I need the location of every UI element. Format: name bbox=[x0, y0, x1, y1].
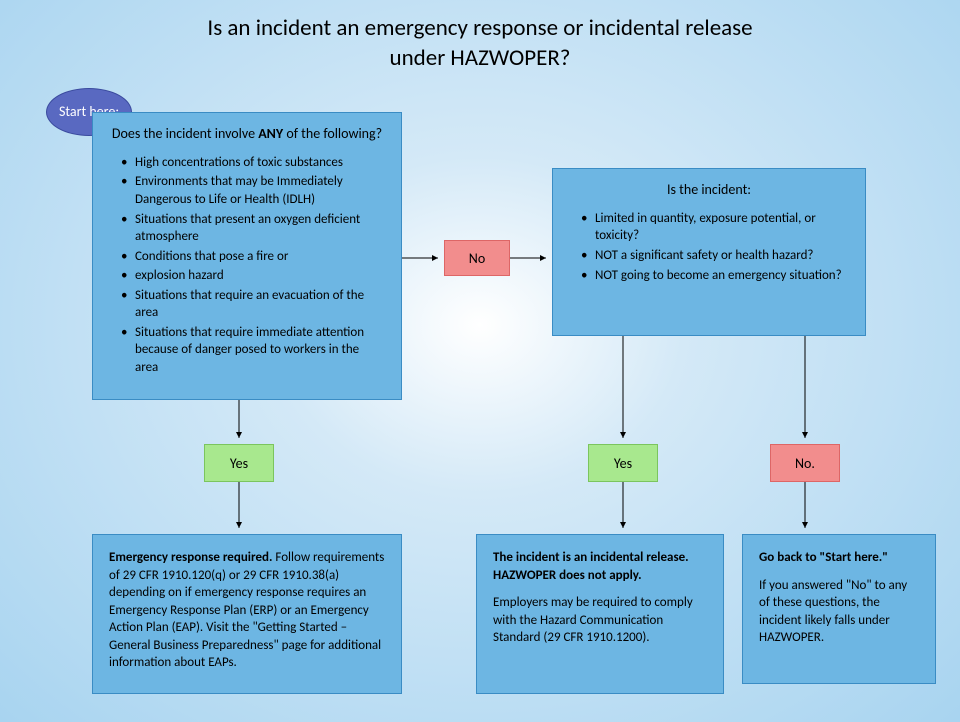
decision-no-1: No bbox=[444, 240, 510, 276]
decision-label: No. bbox=[795, 455, 815, 472]
decision-label: Yes bbox=[614, 455, 632, 472]
list-item: Situations that present an oxygen defici… bbox=[117, 211, 385, 246]
decision-yes-2: Yes bbox=[588, 444, 658, 482]
result3-p2: If you answered "No" to any of these que… bbox=[759, 577, 919, 647]
list-item: NOT a significant safety or health hazar… bbox=[577, 247, 849, 265]
arrow-yes2-to-result2 bbox=[615, 482, 631, 534]
list-item: Situations that require immediate attent… bbox=[117, 324, 385, 377]
list-item: Environments that may be Immediately Dan… bbox=[117, 173, 385, 208]
result1-text: Emergency response required. Follow requ… bbox=[109, 549, 385, 672]
arrow-box2-to-no2 bbox=[797, 336, 813, 444]
result3-p1: Go back to "Start here." bbox=[759, 549, 919, 567]
box1-heading-bold: ANY bbox=[258, 125, 283, 142]
page-title: Is an incident an emergency response or … bbox=[0, 14, 960, 74]
list-item: Limited in quantity, exposure potential,… bbox=[577, 210, 849, 245]
decision-yes-1: Yes bbox=[204, 444, 274, 482]
title-line1: Is an incident an emergency response or … bbox=[207, 14, 752, 42]
result2-p2: Employers may be required to comply with… bbox=[493, 594, 707, 647]
question-box-2: Is the incident: Limited in quantity, ex… bbox=[552, 168, 866, 336]
arrow-no2-to-result3 bbox=[797, 482, 813, 534]
arrow-box1-to-no1 bbox=[402, 250, 444, 266]
result-box-incidental: The incident is an incidental release. H… bbox=[476, 534, 724, 694]
arrow-box2-to-yes2 bbox=[615, 336, 631, 444]
result-box-goback: Go back to "Start here." If you answered… bbox=[742, 534, 936, 684]
result1-bold: Emergency response required. bbox=[109, 550, 272, 565]
box2-heading: Is the incident: bbox=[569, 181, 849, 200]
box1-heading-pre: Does the incident involve bbox=[112, 125, 258, 142]
box1-heading: Does the incident involve ANY of the fol… bbox=[109, 125, 385, 144]
list-item: explosion hazard bbox=[117, 267, 385, 285]
decision-label: Yes bbox=[230, 455, 248, 472]
result-box-emergency: Emergency response required. Follow requ… bbox=[92, 534, 402, 694]
list-item: NOT going to become an emergency situati… bbox=[577, 267, 849, 285]
decision-no-2: No. bbox=[770, 444, 840, 482]
arrow-no1-to-box2 bbox=[510, 250, 552, 266]
box1-heading-post: of the following? bbox=[283, 125, 382, 142]
question-box-1: Does the incident involve ANY of the fol… bbox=[92, 112, 402, 400]
decision-label: No bbox=[469, 250, 485, 267]
result1-rest: Follow requirements of 29 CFR 1910.120(q… bbox=[109, 550, 384, 670]
list-item: Situations that require an evacuation of… bbox=[117, 287, 385, 322]
list-item: Conditions that pose a fire or bbox=[117, 248, 385, 266]
box2-list: Limited in quantity, exposure potential,… bbox=[569, 210, 849, 284]
arrow-box1-to-yes1 bbox=[231, 400, 247, 444]
title-line2: under HAZWOPER? bbox=[390, 44, 571, 72]
result2-p1: The incident is an incidental release. H… bbox=[493, 549, 707, 584]
arrow-yes1-to-result1 bbox=[231, 482, 247, 534]
box1-list: High concentrations of toxic substances … bbox=[109, 154, 385, 377]
list-item: High concentrations of toxic substances bbox=[117, 154, 385, 172]
